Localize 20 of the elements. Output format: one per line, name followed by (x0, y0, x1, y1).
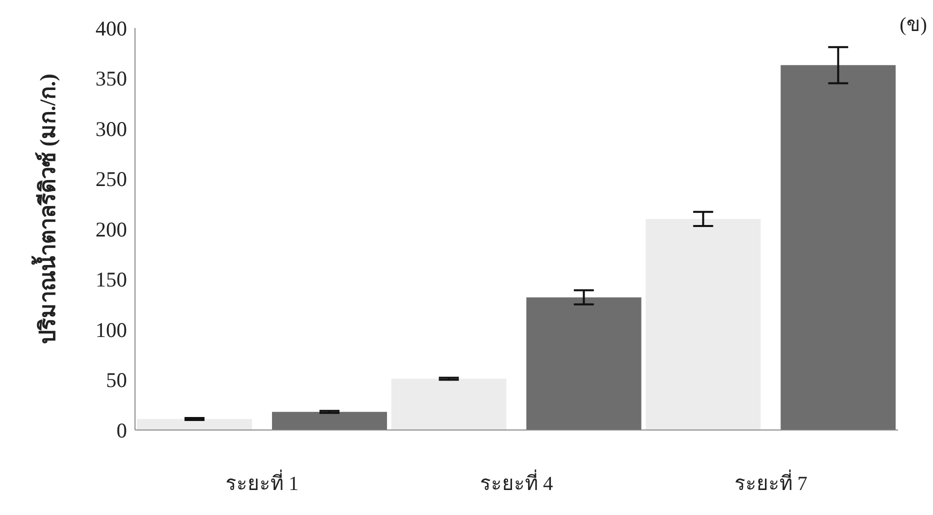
bar (391, 378, 506, 430)
y-tick-label: 350 (96, 66, 127, 91)
bar (646, 218, 761, 430)
text: (ข) (900, 13, 927, 38)
y-tick-label: 200 (96, 217, 127, 242)
bar (137, 418, 252, 430)
x-tick-label: ระยะที่ 4 (480, 469, 553, 496)
y-tick-label: 250 (96, 167, 127, 192)
bar (272, 412, 387, 430)
y-tick-label: 50 (106, 368, 127, 392)
y-tick-label: 300 (96, 116, 127, 141)
bar (526, 297, 642, 430)
y-tick-label: 400 (96, 16, 127, 40)
y-tick-label: 150 (96, 268, 127, 292)
y-tick-label: 100 (96, 318, 127, 342)
x-tick-label: ระยะที่ 1 (226, 469, 299, 496)
x-tick-label: ระยะที่ 7 (734, 469, 808, 496)
y-axis-title: ปริมาณน้ำตาลรีดิวซ์ (มก./ก.) (30, 74, 60, 344)
y-tick-label: 0 (116, 418, 127, 442)
bar (780, 65, 896, 430)
